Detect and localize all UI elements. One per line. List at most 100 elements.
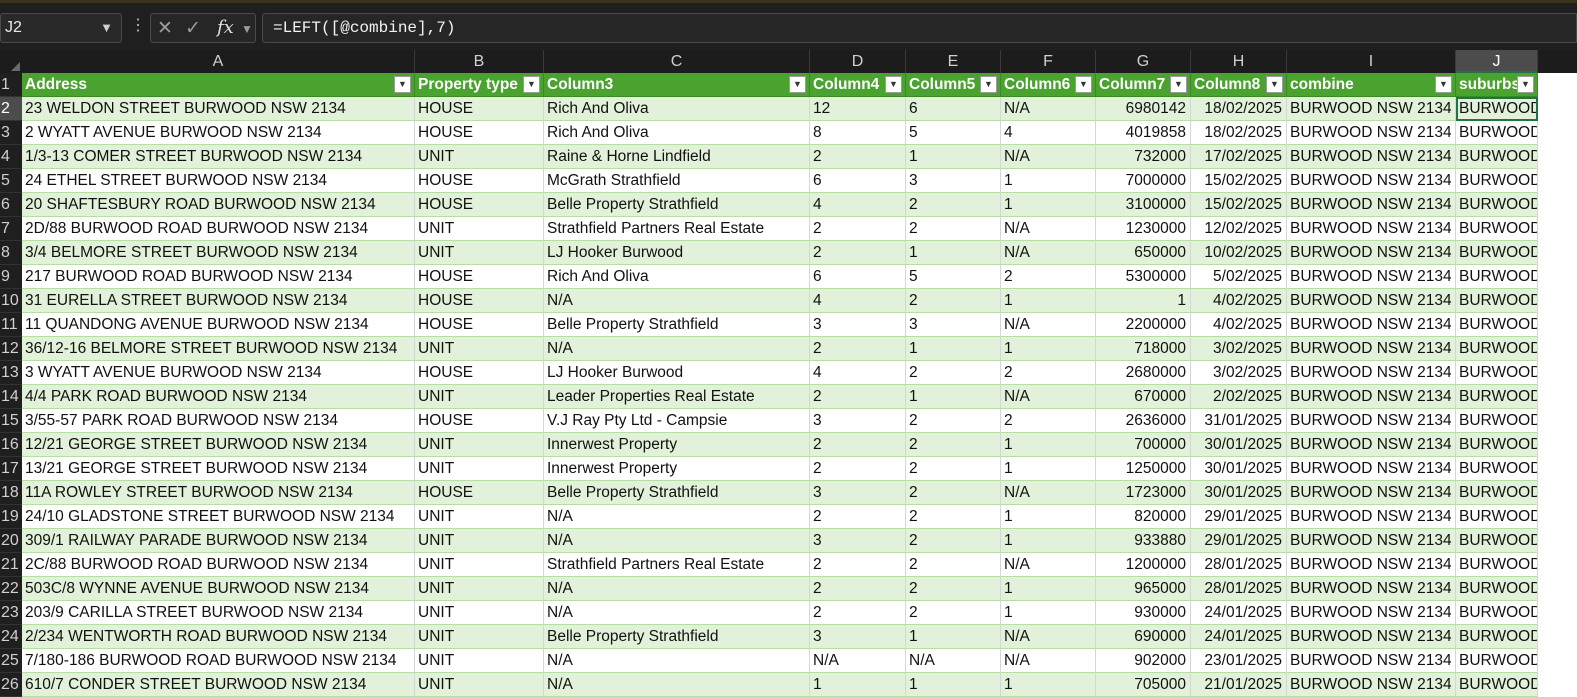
table-cell[interactable]: BURWOOD [1456, 481, 1538, 505]
table-cell[interactable]: 3 [810, 481, 906, 505]
row-header-25[interactable]: 25 [0, 649, 22, 673]
table-cell[interactable]: BURWOOD [1456, 241, 1538, 265]
table-cell[interactable]: BURWOOD [1456, 361, 1538, 385]
filter-dropdown-icon[interactable]: ▼ [523, 76, 540, 93]
table-cell[interactable]: N/A [810, 649, 906, 673]
table-cell[interactable]: BURWOOD NSW 2134 [1287, 457, 1456, 481]
table-cell[interactable]: BURWOOD [1456, 265, 1538, 289]
table-cell[interactable]: 1 [1001, 505, 1096, 529]
table-cell[interactable]: BURWOOD NSW 2134 [1287, 169, 1456, 193]
row-header-13[interactable]: 13 [0, 361, 22, 385]
table-cell[interactable]: BURWOOD [1456, 337, 1538, 361]
table-cell[interactable]: 2 [810, 553, 906, 577]
table-cell[interactable]: HOUSE [415, 97, 544, 121]
table-cell[interactable]: 1 [906, 145, 1001, 169]
table-cell[interactable]: 2 [906, 529, 1001, 553]
table-cell[interactable]: HOUSE [415, 169, 544, 193]
table-cell[interactable]: BURWOOD [1456, 409, 1538, 433]
table-cell[interactable]: N/A [1001, 241, 1096, 265]
table-cell[interactable]: 6980142 [1096, 97, 1191, 121]
table-cell[interactable]: 670000 [1096, 385, 1191, 409]
table-cell[interactable]: 309/1 RAILWAY PARADE BURWOOD NSW 2134 [22, 529, 415, 553]
table-cell[interactable]: 2 [810, 385, 906, 409]
table-cell[interactable]: Belle Property Strathfield [544, 625, 810, 649]
table-cell[interactable]: BURWOOD NSW 2134 [1287, 673, 1456, 697]
table-cell[interactable]: 28/01/2025 [1191, 553, 1287, 577]
table-cell[interactable]: Rich And Oliva [544, 97, 810, 121]
row-header-5[interactable]: 5 [0, 169, 22, 193]
column-header-b[interactable]: B [415, 50, 544, 73]
table-cell[interactable]: 2 [1001, 361, 1096, 385]
table-cell[interactable]: Belle Property Strathfield [544, 481, 810, 505]
table-cell[interactable]: BURWOOD NSW 2134 [1287, 433, 1456, 457]
table-cell[interactable]: 2 [906, 361, 1001, 385]
table-cell[interactable]: 29/01/2025 [1191, 529, 1287, 553]
table-cell[interactable]: N/A [1001, 553, 1096, 577]
filter-dropdown-icon[interactable]: ▼ [1075, 76, 1092, 93]
table-cell[interactable]: UNIT [415, 553, 544, 577]
row-header-4[interactable]: 4 [0, 145, 22, 169]
table-cell[interactable]: 732000 [1096, 145, 1191, 169]
table-cell[interactable]: Belle Property Strathfield [544, 193, 810, 217]
table-cell[interactable]: 2D/88 BURWOOD ROAD BURWOOD NSW 2134 [22, 217, 415, 241]
table-cell[interactable]: 1723000 [1096, 481, 1191, 505]
table-cell[interactable]: UNIT [415, 385, 544, 409]
table-cell[interactable]: 7000000 [1096, 169, 1191, 193]
table-cell[interactable]: 5 [906, 265, 1001, 289]
table-cell[interactable]: 2 [906, 457, 1001, 481]
column-header-h[interactable]: H [1191, 50, 1287, 73]
table-cell[interactable]: BURWOOD NSW 2134 [1287, 217, 1456, 241]
table-cell[interactable]: 2 [810, 145, 906, 169]
table-header-cell[interactable]: Column4 ▼ [810, 73, 906, 97]
table-cell[interactable]: LJ Hooker Burwood [544, 361, 810, 385]
table-cell[interactable]: BURWOOD [1456, 289, 1538, 313]
table-cell[interactable]: N/A [906, 649, 1001, 673]
table-cell[interactable]: 1 [1001, 457, 1096, 481]
table-cell[interactable]: Raine & Horne Lindfield [544, 145, 810, 169]
table-header-cell[interactable]: Column7 ▼ [1096, 73, 1191, 97]
table-cell[interactable]: 2 [906, 553, 1001, 577]
table-cell[interactable]: N/A [544, 337, 810, 361]
chevron-down-icon[interactable]: ▼ [100, 20, 113, 35]
table-cell[interactable]: 3 [810, 529, 906, 553]
table-cell[interactable]: 718000 [1096, 337, 1191, 361]
table-cell[interactable]: BURWOOD [1456, 625, 1538, 649]
table-cell[interactable]: N/A [1001, 649, 1096, 673]
row-header-24[interactable]: 24 [0, 625, 22, 649]
table-cell[interactable]: 2200000 [1096, 313, 1191, 337]
table-cell[interactable]: 503C/8 WYNNE AVENUE BURWOOD NSW 2134 [22, 577, 415, 601]
table-cell[interactable]: 217 BURWOOD ROAD BURWOOD NSW 2134 [22, 265, 415, 289]
table-cell[interactable]: 13/21 GEORGE STREET BURWOOD NSW 2134 [22, 457, 415, 481]
filter-dropdown-icon[interactable]: ▼ [1517, 76, 1534, 93]
table-cell[interactable]: 1 [906, 241, 1001, 265]
row-header-21[interactable]: 21 [0, 553, 22, 577]
column-header-a[interactable]: A [22, 50, 415, 73]
table-cell[interactable]: BURWOOD [1456, 121, 1538, 145]
table-cell[interactable]: UNIT [415, 145, 544, 169]
table-cell[interactable]: 3100000 [1096, 193, 1191, 217]
table-cell[interactable]: 36/12-16 BELMORE STREET BURWOOD NSW 2134 [22, 337, 415, 361]
table-cell[interactable]: 3 [906, 169, 1001, 193]
column-header-d[interactable]: D [810, 50, 906, 73]
table-cell[interactable]: 15/02/2025 [1191, 169, 1287, 193]
table-cell[interactable]: 610/7 CONDER STREET BURWOOD NSW 2134 [22, 673, 415, 697]
row-header-17[interactable]: 17 [0, 457, 22, 481]
table-cell[interactable]: BURWOOD [1456, 529, 1538, 553]
table-cell[interactable]: BURWOOD NSW 2134 [1287, 289, 1456, 313]
table-cell[interactable]: 2 [906, 193, 1001, 217]
column-header-c[interactable]: C [544, 50, 810, 73]
column-header-i[interactable]: I [1287, 50, 1456, 73]
table-cell[interactable]: BURWOOD [1456, 217, 1538, 241]
chevron-down-icon[interactable]: ▼ [241, 22, 253, 36]
table-cell[interactable]: 23/01/2025 [1191, 649, 1287, 673]
filter-dropdown-icon[interactable]: ▼ [885, 76, 902, 93]
row-header-19[interactable]: 19 [0, 505, 22, 529]
table-cell[interactable]: 2 WYATT AVENUE BURWOOD NSW 2134 [22, 121, 415, 145]
table-cell[interactable]: 2 [810, 505, 906, 529]
table-cell[interactable]: 1 [906, 673, 1001, 697]
table-cell[interactable]: UNIT [415, 433, 544, 457]
table-cell[interactable]: Strathfield Partners Real Estate [544, 553, 810, 577]
table-cell[interactable]: McGrath Strathfield [544, 169, 810, 193]
table-cell[interactable]: 2 [906, 505, 1001, 529]
table-cell[interactable]: 705000 [1096, 673, 1191, 697]
